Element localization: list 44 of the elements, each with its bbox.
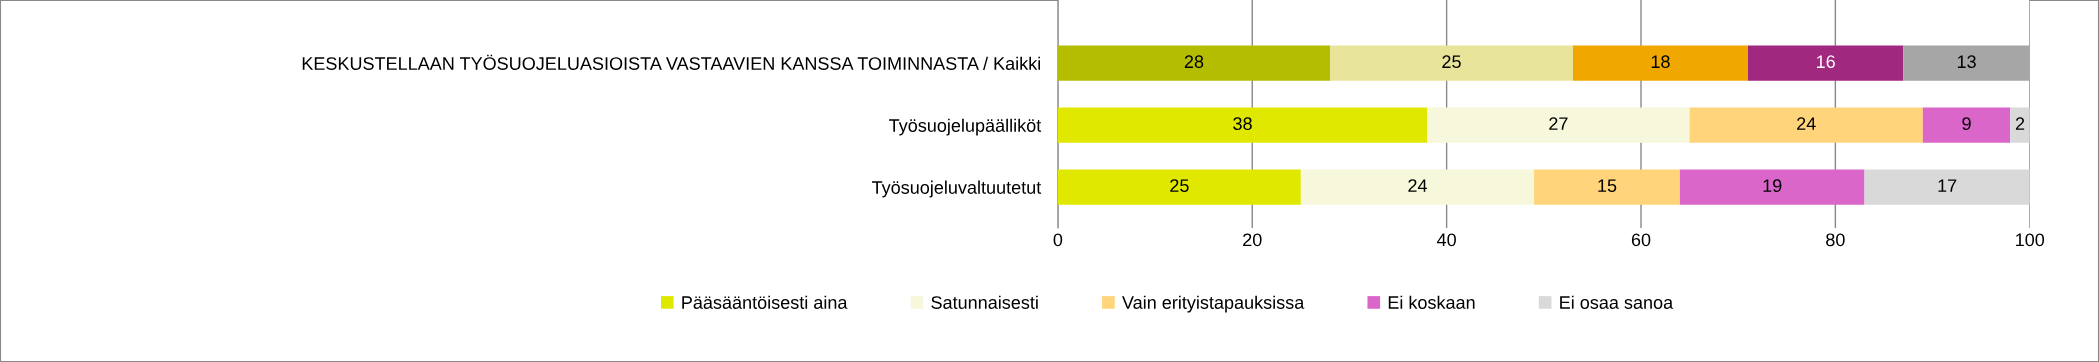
y-tick-label: Työsuojelupäälliköt: [889, 118, 1042, 136]
bar: [1689, 107, 1923, 143]
data-label: 13: [1957, 55, 1976, 69]
bar: [1534, 169, 1680, 205]
data-label: 19: [1763, 179, 1782, 192]
y-tick-label: Työsuojeluvaltuutetut: [872, 180, 1042, 198]
data-label: 16: [1816, 55, 1835, 69]
data-label: 17: [1938, 179, 1957, 192]
data-label: 27: [1549, 117, 1568, 130]
x-tick-label: 20: [1243, 233, 1262, 247]
data-label: 28: [1184, 55, 1204, 69]
legend-label: Satunnaisesti: [931, 295, 1038, 309]
bar: [1427, 107, 1690, 143]
x-tick-label: 100: [2016, 233, 2045, 247]
bar: [1679, 169, 1865, 205]
legend-label: Vain erityistapauksissa: [1122, 295, 1305, 313]
data-label: 15: [1598, 179, 1617, 192]
x-tick-label: 80: [1826, 233, 1845, 247]
bar: [1903, 45, 2030, 81]
x-tick-label: 60: [1631, 233, 1651, 247]
y-tick-label: KESKUSTELLAAN TYÖSUOJELUASIOISTA VASTAAVIEN KANSSA TOIMINNASTA / Kaikki: [302, 54, 1041, 70]
data-label: 9: [1962, 117, 1971, 131]
bar: [1300, 169, 1535, 205]
legend-label: Pääsääntöisesti aina: [682, 295, 848, 309]
data-label: 25: [1442, 55, 1461, 69]
bar: [1330, 45, 1573, 81]
bar: [1864, 169, 2030, 205]
bar: [1922, 107, 2011, 143]
data-label: 38: [1233, 117, 1252, 131]
legend-label: Ei osaa sanoa: [1560, 295, 1674, 309]
bar: [1057, 169, 1301, 205]
bar: [1572, 45, 1748, 81]
bar: [1057, 107, 1428, 143]
legend-label: Ei koskaan: [1388, 295, 1475, 309]
data-label: 24: [1797, 117, 1816, 130]
x-tick-label: 40: [1437, 233, 1456, 247]
data-label: 25: [1170, 179, 1189, 192]
data-label: 2: [2015, 117, 2025, 130]
data-label: 24: [1408, 179, 1427, 192]
x-tick-label: 0: [1053, 233, 1063, 247]
bar: [1057, 45, 1331, 81]
bar: [1747, 45, 1904, 81]
data-label: 18: [1651, 55, 1670, 69]
bar: [2010, 107, 2030, 143]
